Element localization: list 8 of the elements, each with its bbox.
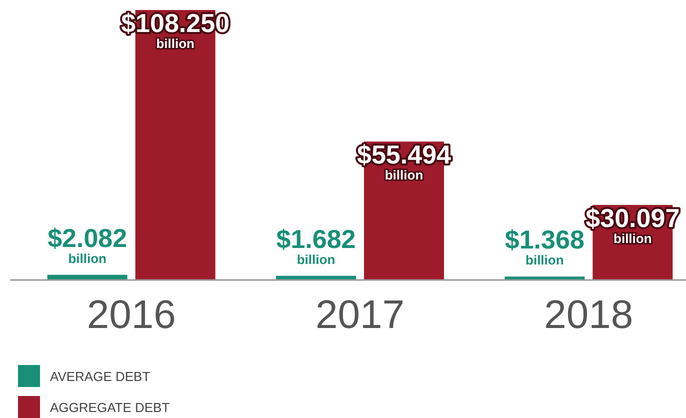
x-tick-label: 2018 xyxy=(544,293,634,337)
x-tick-label: 2017 xyxy=(316,293,404,337)
legend-label: AVERAGE DEBT xyxy=(50,369,150,384)
data-label: $2.082 billion xyxy=(48,222,128,266)
data-label: $1.368 billion xyxy=(504,224,584,268)
data-label: $1.682 billion xyxy=(276,224,356,267)
legend-label: AGGREGATE DEBT xyxy=(50,400,170,415)
x-tick-label: 2016 xyxy=(86,293,176,337)
